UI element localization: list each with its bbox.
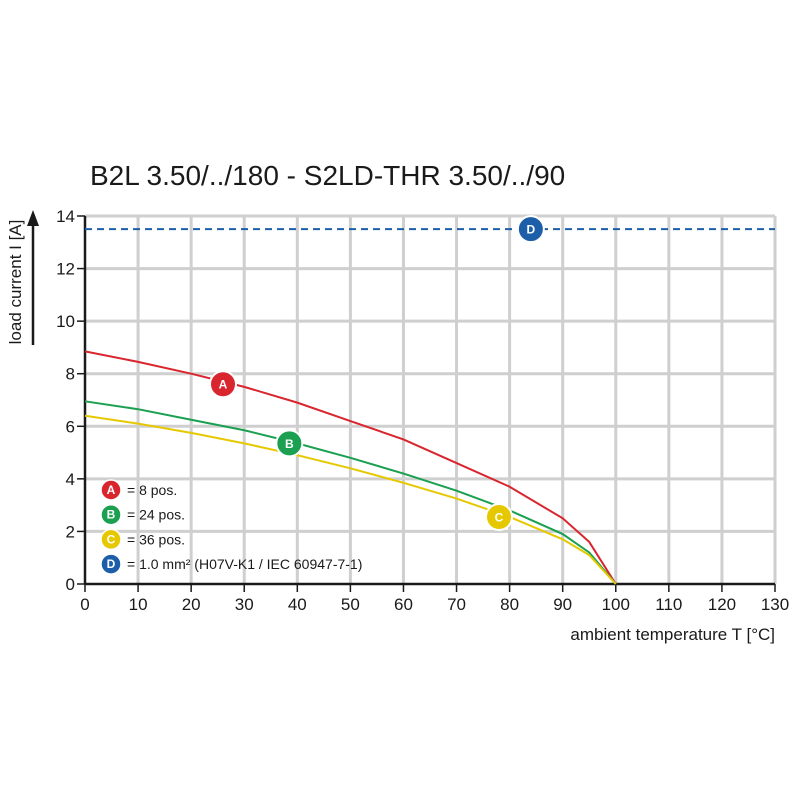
- x-tick-label: 100: [602, 595, 630, 614]
- series-line-c: [84, 414, 617, 585]
- chart-title: B2L 3.50/../180 - S2LD-THR 3.50/../90: [90, 160, 566, 191]
- x-tick-label: 0: [80, 595, 89, 614]
- y-tick-label: 2: [66, 522, 75, 541]
- x-tick-label: 40: [288, 595, 307, 614]
- series-marker-letter-d: D: [527, 223, 536, 237]
- x-tick-label: 90: [553, 595, 572, 614]
- series-marker-b: [275, 429, 304, 458]
- legend-marker-letter-a: A: [107, 483, 116, 497]
- legend-label-b: = 24 pos.: [127, 507, 185, 523]
- x-tick-label: 30: [235, 595, 254, 614]
- series-marker-d: [516, 215, 545, 244]
- x-tick-label: 70: [447, 595, 466, 614]
- x-tick-label: 50: [341, 595, 360, 614]
- x-tick-label: 80: [500, 595, 519, 614]
- series-marker-letter-a: A: [219, 378, 228, 392]
- x-tick-label: 120: [708, 595, 736, 614]
- legend-label-a: = 8 pos.: [127, 482, 177, 498]
- x-tick-label: 110: [655, 595, 682, 614]
- series-marker-letter-b: B: [285, 437, 294, 451]
- legend-marker-b: [100, 503, 122, 526]
- legend-marker-d: [100, 553, 122, 575]
- series-lines: [84, 228, 775, 585]
- series-line-b: [84, 400, 617, 585]
- x-tick-label: 130: [761, 595, 789, 614]
- x-tick-label: 60: [394, 595, 413, 614]
- x-tick-label: 10: [129, 595, 148, 614]
- legend-marker-a: [100, 479, 122, 501]
- y-tick-label: 0: [66, 575, 75, 594]
- series-marker-letter-c: C: [495, 510, 504, 524]
- legend-label-c: = 36 pos.: [127, 531, 185, 547]
- x-tick-label: 20: [182, 595, 201, 614]
- series-marker-c: [485, 502, 513, 531]
- y-tick-label: 10: [56, 312, 75, 331]
- y-tick-label: 8: [66, 365, 75, 384]
- legend: A = 8 pos. B = 24 pos. C = 36 pos. D = 1.0 mm² …: [100, 479, 362, 575]
- y-tick-label: 6: [66, 417, 75, 436]
- legend-marker-c: [100, 528, 122, 551]
- y-label-arrow-head: [27, 210, 39, 226]
- x-axis-label: ambient temperature T [°C]: [570, 625, 775, 644]
- axes: 0 10 20 30 40 50 60 70 80 90 100 110 120 130 0 2 4 6 8 10 12…: [27, 207, 789, 614]
- legend-label-d: = 1.0 mm² (H07V-K1 / IEC 60947-7-1): [127, 556, 362, 572]
- grid: [85, 214, 777, 584]
- series-marker-a: [209, 370, 237, 399]
- legend-marker-letter-b: B: [107, 508, 116, 522]
- y-axis-label: load current I [A]: [6, 220, 25, 345]
- y-tick-label: 4: [66, 470, 75, 489]
- legend-marker-letter-c: C: [107, 532, 116, 546]
- y-tick-label: 14: [56, 207, 75, 226]
- y-tick-label: 12: [56, 260, 75, 279]
- legend-marker-letter-d: D: [107, 557, 116, 571]
- series-line-a: [84, 350, 617, 585]
- series-markers: A B C D: [209, 215, 545, 531]
